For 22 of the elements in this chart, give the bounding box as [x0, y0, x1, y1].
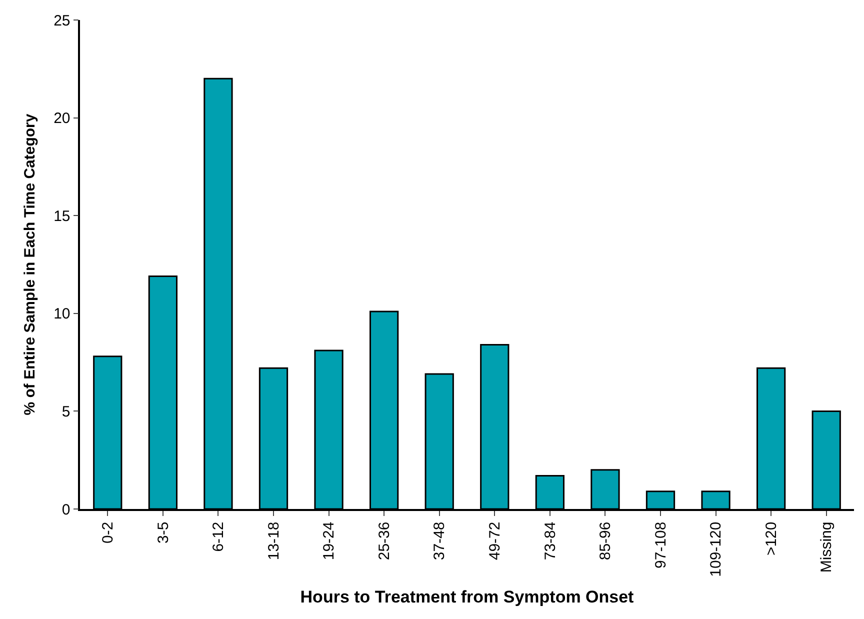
x-tick-label: Missing — [818, 522, 836, 573]
x-tick-label: 25-36 — [376, 522, 393, 560]
x-tick-label: 49-72 — [486, 522, 504, 560]
x-tick-label: 73-84 — [542, 522, 559, 560]
y-tick-label: 10 — [54, 306, 70, 323]
x-tick-label: 97-108 — [652, 522, 670, 568]
x-tick-label: 85-96 — [597, 522, 614, 560]
x-tick-label: 37-48 — [431, 522, 448, 560]
y-tick-label: 25 — [54, 12, 70, 30]
x-axis-title: Hours to Treatment from Symptom Onset — [300, 588, 634, 607]
x-tick-label: 13-18 — [265, 522, 282, 560]
y-axis-title: % of Entire Sample in Each Time Category — [21, 113, 38, 416]
x-tick-label: 3-5 — [154, 522, 172, 544]
y-tick-label: 5 — [62, 403, 70, 420]
y-tick-label: 20 — [54, 110, 70, 128]
x-tick-label: 109-120 — [708, 522, 725, 577]
x-tick-label: >120 — [762, 522, 780, 556]
y-tick-label: 15 — [54, 208, 70, 225]
x-tick-label: 6-12 — [210, 522, 228, 552]
x-tick-label: 19-24 — [320, 522, 338, 560]
x-tick-label: 0-2 — [100, 522, 117, 544]
y-tick-label: 0 — [62, 501, 70, 518]
